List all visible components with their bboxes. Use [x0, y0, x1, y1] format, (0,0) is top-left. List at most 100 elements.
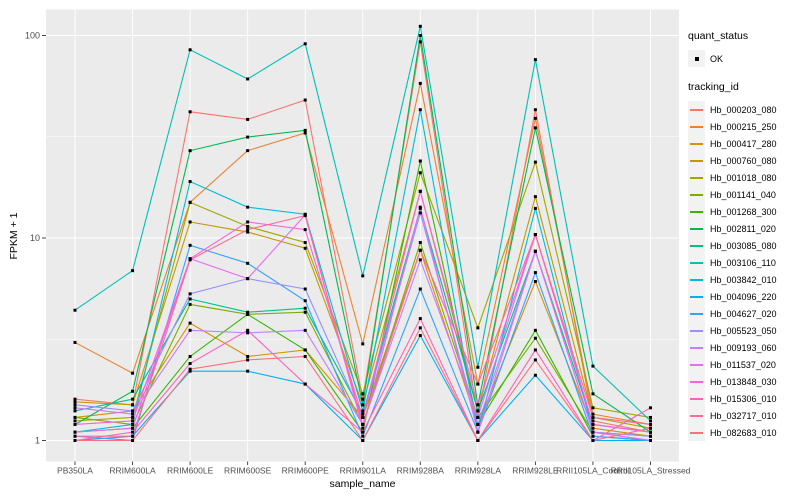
data-point [591, 430, 595, 434]
tracking-id-legend-item: Hb_003085_080 [688, 237, 800, 254]
data-point [361, 403, 365, 407]
series-color-line-icon [690, 363, 703, 366]
series-color-line-icon [690, 380, 703, 383]
series-color-line-icon [690, 193, 703, 196]
data-point [533, 271, 537, 275]
x-tick-label: RRIM600LE [167, 466, 214, 476]
legend-key [688, 254, 705, 271]
data-point [131, 371, 135, 375]
data-point [73, 403, 77, 407]
tracking-id-legend-items: Hb_000203_080 Hb_000215_250 Hb_000417_280 H… [688, 101, 800, 441]
x-tick-label: RRII105LA_Stressed [611, 466, 691, 476]
data-point [188, 367, 192, 371]
x-tick-label: RRIM928BA [397, 466, 445, 476]
tracking-id-label: Hb_003085_080 [710, 240, 777, 251]
data-point [476, 439, 480, 442]
data-point [649, 439, 652, 442]
data-point [303, 246, 307, 250]
data-point [533, 279, 537, 283]
data-point [476, 430, 480, 434]
tracking-id-label: Hb_004096_220 [710, 291, 777, 302]
data-point [131, 439, 135, 442]
data-point [361, 422, 365, 426]
data-point [361, 412, 365, 416]
tracking-id-label: Hb_005523_050 [710, 325, 777, 336]
data-point [533, 206, 537, 210]
data-point [303, 287, 307, 291]
data-point [246, 310, 250, 314]
data-point [591, 392, 595, 396]
data-point [246, 117, 250, 121]
series-color-line-icon [690, 346, 703, 349]
tracking-id-label: Hb_009193_060 [710, 342, 777, 353]
data-point [303, 214, 307, 218]
data-point [131, 426, 135, 430]
series-color-line-icon [690, 397, 703, 400]
data-point [131, 409, 135, 413]
data-point [73, 397, 77, 401]
tracking-id-label: Hb_082683_010 [710, 427, 777, 438]
data-point [131, 419, 135, 423]
data-point [246, 77, 250, 81]
legend-key [688, 135, 705, 152]
data-point [188, 110, 192, 114]
data-point [246, 358, 250, 362]
data-point [73, 340, 77, 344]
tracking-id-legend-item: Hb_000417_280 [688, 135, 800, 152]
data-point [188, 328, 192, 332]
data-point [246, 205, 250, 209]
tracking-id-label: Hb_000203_080 [710, 104, 777, 115]
data-point [476, 365, 480, 369]
data-point [418, 241, 422, 245]
data-point [476, 422, 480, 426]
data-point [649, 430, 652, 434]
data-point [591, 434, 595, 438]
data-point [73, 430, 77, 434]
data-point [188, 369, 192, 373]
data-point [591, 415, 595, 419]
series-color-line-icon [690, 431, 703, 434]
data-point [361, 434, 365, 438]
legend-key [688, 237, 705, 254]
legend-key [688, 305, 705, 322]
legend-key [688, 373, 705, 390]
series-color-line-icon [690, 295, 703, 298]
data-point [131, 389, 135, 393]
data-point [418, 108, 422, 112]
data-point [246, 228, 250, 232]
tracking-id-label: Hb_003106_110 [710, 257, 776, 268]
data-point [188, 149, 192, 153]
data-point [303, 382, 307, 386]
data-point [131, 397, 135, 401]
data-point [131, 434, 135, 438]
tracking-id-legend-item: Hb_011537_020 [688, 356, 800, 373]
legend-key [688, 390, 705, 407]
data-point [533, 58, 537, 62]
tracking-id-label: Hb_000760_080 [710, 155, 777, 166]
data-point [418, 317, 422, 321]
data-point [361, 392, 365, 396]
legend-key [688, 169, 705, 186]
series-color-line-icon [690, 142, 703, 145]
data-point [246, 312, 250, 316]
tracking-id-label: Hb_002811_020 [710, 223, 776, 234]
series-color-line-icon [690, 244, 703, 247]
x-tick-label: RRIM600PE [282, 466, 330, 476]
data-point [246, 224, 250, 228]
tracking-id-legend-title: tracking_id [688, 81, 739, 93]
data-point [361, 415, 365, 419]
data-point [188, 292, 192, 296]
data-point [476, 415, 480, 419]
data-point [591, 406, 595, 410]
data-point [303, 42, 307, 46]
legend-key [688, 152, 705, 169]
data-point [131, 403, 135, 407]
data-point [533, 348, 537, 352]
tracking-id-legend-item: Hb_002811_020 [688, 220, 800, 237]
data-point [73, 434, 77, 438]
tracking-id-legend-item: Hb_000760_080 [688, 152, 800, 169]
data-point [188, 220, 192, 224]
data-point [188, 321, 192, 325]
data-point [533, 328, 537, 332]
data-point [131, 422, 135, 426]
